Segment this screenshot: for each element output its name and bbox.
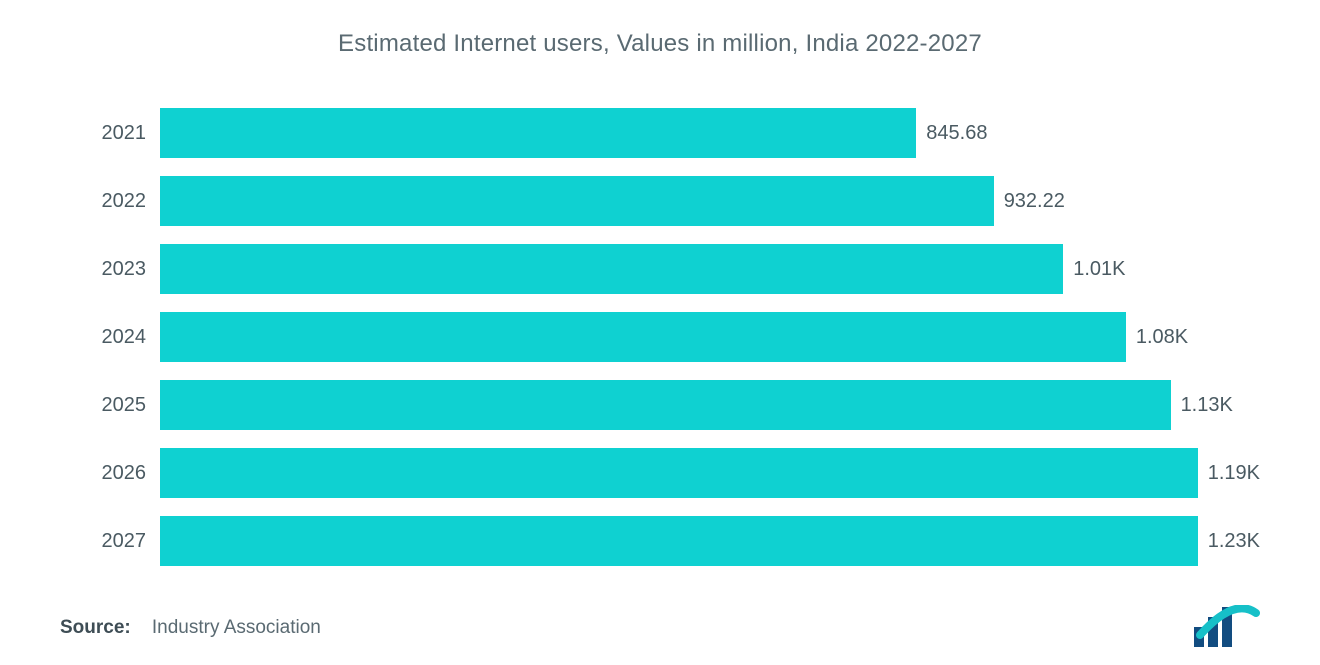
value-label: 1.08K	[1126, 326, 1188, 349]
bar-track: 1.01K	[160, 244, 1260, 294]
mi-logo-icon	[1194, 605, 1260, 647]
category-label: 2023	[100, 258, 160, 281]
bar-row: 2026 1.19K	[100, 448, 1260, 498]
source-value: Industry Association	[152, 617, 321, 638]
bar-row: 2021 845.68	[100, 108, 1260, 158]
value-label: 845.68	[916, 122, 987, 145]
value-label: 1.01K	[1063, 258, 1125, 281]
source-footer: Source: Industry Association	[60, 617, 321, 639]
chart-container: Estimated Internet users, Values in mill…	[0, 0, 1320, 665]
source-key: Source:	[60, 617, 131, 638]
chart-title: Estimated Internet users, Values in mill…	[60, 30, 1260, 58]
bar-row: 2027 1.23K	[100, 516, 1260, 566]
category-label: 2026	[100, 462, 160, 485]
bar-row: 2025 1.13K	[100, 380, 1260, 430]
bar-track: 932.22	[160, 176, 1260, 226]
category-label: 2024	[100, 326, 160, 349]
bar	[160, 108, 916, 158]
bar-track: 1.19K	[160, 448, 1260, 498]
value-label: 1.13K	[1171, 394, 1233, 417]
value-label: 1.23K	[1198, 530, 1260, 553]
bar-track: 1.23K	[160, 516, 1260, 566]
category-label: 2027	[100, 530, 160, 553]
bar	[160, 244, 1063, 294]
category-label: 2021	[100, 122, 160, 145]
bar	[160, 380, 1171, 430]
value-label: 932.22	[994, 190, 1065, 213]
category-label: 2025	[100, 394, 160, 417]
bar-row: 2022 932.22	[100, 176, 1260, 226]
category-label: 2022	[100, 190, 160, 213]
bar-series: 2021845.682022932.2220231.01K20241.08K20…	[60, 108, 1260, 566]
bar-track: 1.13K	[160, 380, 1260, 430]
bar-track: 845.68	[160, 108, 1260, 158]
bar-row: 2023 1.01K	[100, 244, 1260, 294]
bar	[160, 448, 1198, 498]
bar	[160, 176, 994, 226]
value-label: 1.19K	[1198, 462, 1260, 485]
bar-track: 1.08K	[160, 312, 1260, 362]
bar	[160, 312, 1126, 362]
bar-row: 2024 1.08K	[100, 312, 1260, 362]
bar	[160, 516, 1198, 566]
